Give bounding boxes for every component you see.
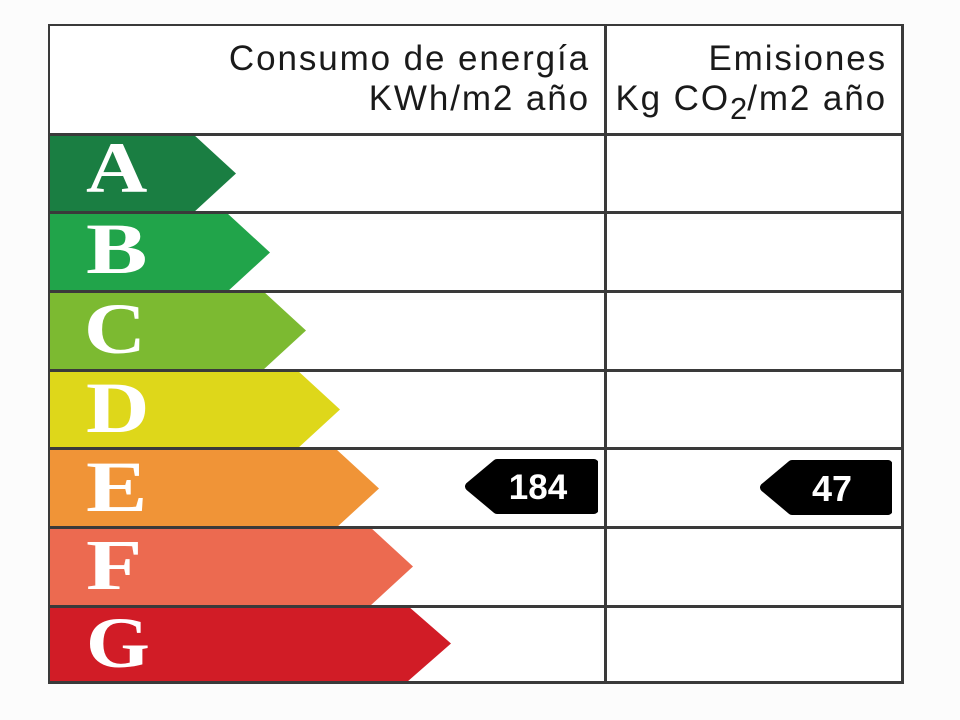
svg-text:184: 184 bbox=[509, 468, 568, 507]
svg-text:47: 47 bbox=[812, 468, 852, 509]
